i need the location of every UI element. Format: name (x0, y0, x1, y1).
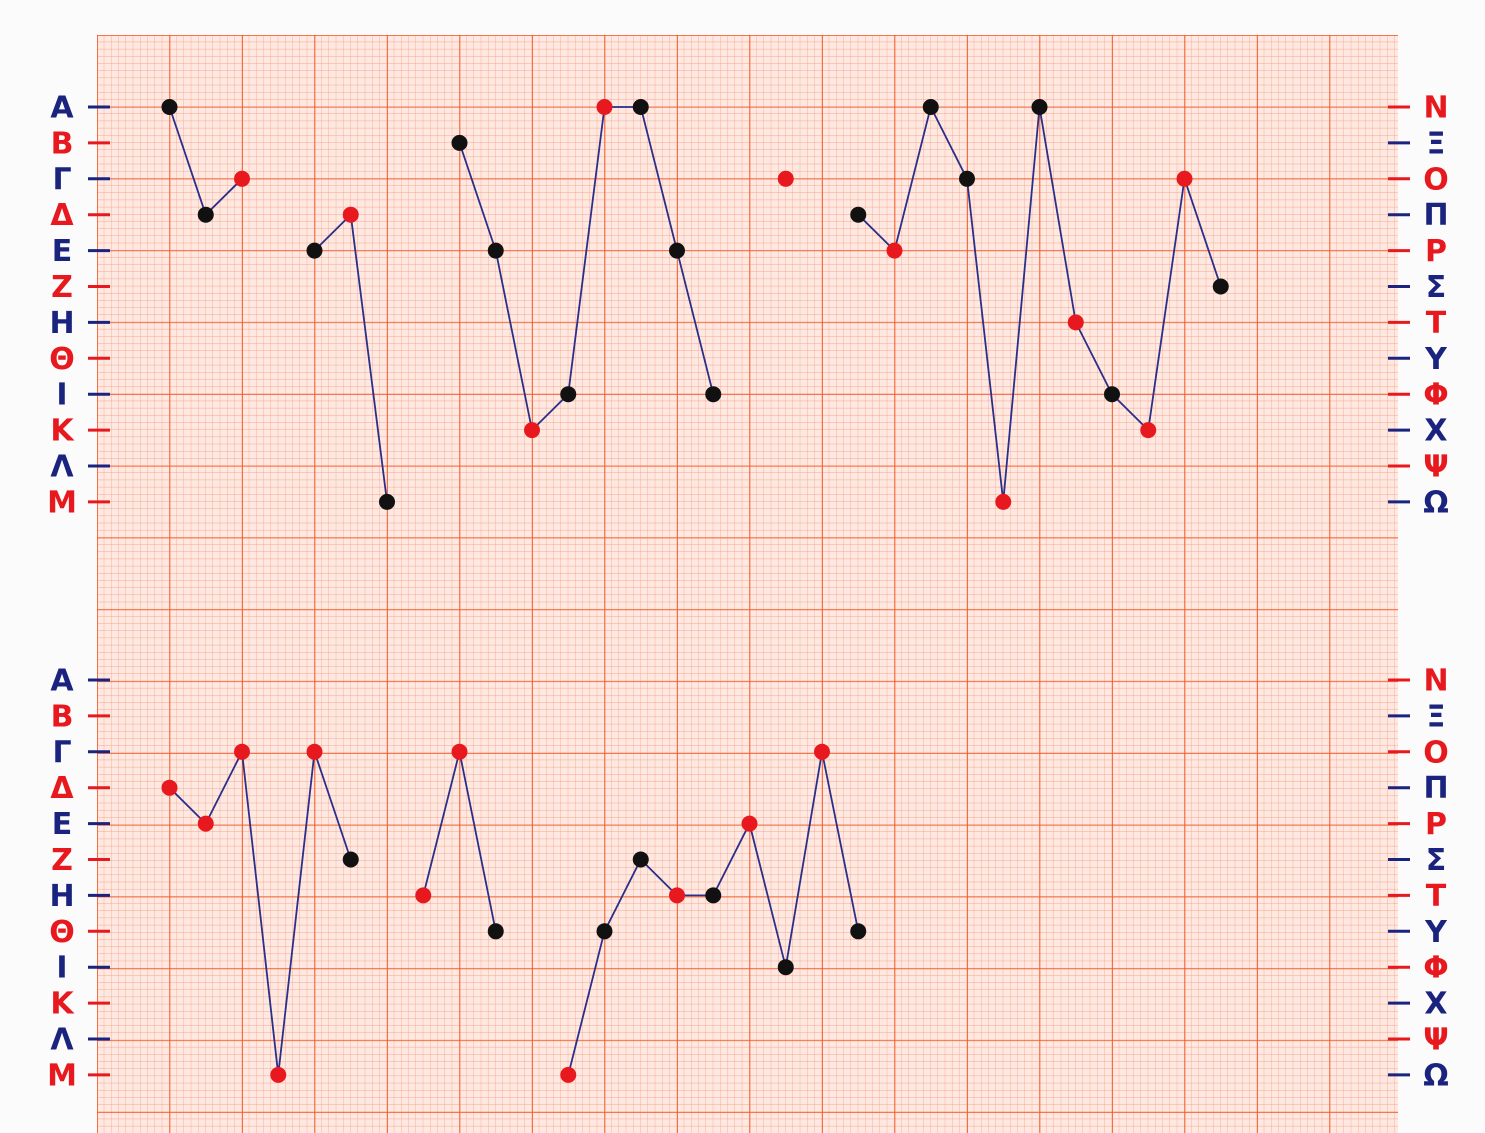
plot-point (560, 1067, 576, 1083)
plot-point (488, 243, 504, 259)
plot-point (633, 99, 649, 115)
right-label: Χ (1424, 987, 1447, 1022)
left-label: Μ (47, 1058, 77, 1093)
plot-point (778, 959, 794, 975)
plot-point (850, 207, 866, 223)
left-label: Ε (52, 807, 73, 842)
plot-point (633, 852, 649, 868)
plot-point (1177, 171, 1193, 187)
plot-point (669, 887, 685, 903)
left-label: Β (51, 699, 74, 734)
plot-point (705, 386, 721, 402)
left-label: Λ (50, 1023, 74, 1058)
plot-point (742, 816, 758, 832)
left-label: Δ (50, 198, 74, 233)
plot-point (307, 744, 323, 760)
plot-point (198, 207, 214, 223)
plot-point (198, 816, 214, 832)
left-label: Κ (50, 987, 75, 1022)
plot-point (560, 386, 576, 402)
plot-point (597, 923, 613, 939)
plot-point (1032, 99, 1048, 115)
left-label: Α (50, 664, 74, 699)
right-label: Σ (1426, 270, 1447, 305)
plot-point (162, 99, 178, 115)
plot-point (162, 780, 178, 796)
plot-point (778, 171, 794, 187)
left-label: Θ (49, 342, 75, 377)
left-label: Ι (56, 951, 67, 986)
left-label: Ζ (51, 270, 73, 305)
left-label: Θ (49, 915, 75, 950)
plot-point (995, 494, 1011, 510)
plot-point (669, 243, 685, 259)
plot-point (234, 744, 250, 760)
right-label: Σ (1426, 843, 1447, 878)
plot-point (307, 243, 323, 259)
plot-point (488, 923, 504, 939)
left-label: Β (51, 126, 74, 161)
plot-point (524, 422, 540, 438)
plot-point (705, 887, 721, 903)
plot-point (452, 135, 468, 151)
plot-point (1140, 422, 1156, 438)
right-label: Τ (1426, 306, 1447, 341)
left-label: Γ (52, 162, 71, 197)
left-label: Ι (56, 378, 67, 413)
plot-point (343, 207, 359, 223)
right-label: Υ (1424, 915, 1448, 950)
left-label: Μ (47, 485, 77, 520)
right-label: Ν (1423, 91, 1448, 126)
right-label: Χ (1424, 414, 1447, 449)
right-label: Ρ (1425, 234, 1447, 269)
plot-point (959, 171, 975, 187)
right-label: Υ (1424, 342, 1448, 377)
left-label: Γ (52, 735, 71, 770)
plot-point (814, 744, 830, 760)
plot-point (379, 494, 395, 510)
left-label: Ζ (51, 843, 73, 878)
left-label: Η (49, 306, 74, 341)
right-label: Π (1423, 198, 1448, 233)
left-label: Δ (50, 771, 74, 806)
right-label: Ν (1423, 664, 1448, 699)
left-label: Α (50, 91, 74, 126)
left-label: Λ (50, 450, 74, 485)
right-label: Ω (1423, 1058, 1449, 1093)
right-label: Ο (1423, 735, 1449, 770)
plot-point (1104, 386, 1120, 402)
right-label: Φ (1423, 378, 1449, 413)
graph-paper: ΑΒΓΔΕΖΗΘΙΚΛΜΝΞΟΠΡΣΤΥΦΧΨΩΑΒΓΔΕΖΗΘΙΚΛΜΝΞΟΠ… (0, 0, 1485, 1133)
left-label: Κ (50, 414, 75, 449)
right-label: Ω (1423, 485, 1449, 520)
plot-point (850, 923, 866, 939)
right-label: Τ (1426, 879, 1447, 914)
left-label: Ε (52, 234, 73, 269)
plot-point (234, 171, 250, 187)
plot-point (270, 1067, 286, 1083)
right-label: Ξ (1427, 126, 1446, 161)
right-label: Ξ (1427, 699, 1446, 734)
plot-point (1213, 279, 1229, 295)
right-label: Φ (1423, 951, 1449, 986)
plot-point (887, 243, 903, 259)
major-grid (97, 35, 1398, 1133)
right-label: Ψ (1423, 1023, 1449, 1058)
right-label: Ο (1423, 162, 1449, 197)
plot-point (343, 852, 359, 868)
plot-point (452, 744, 468, 760)
plot-point (923, 99, 939, 115)
right-label: Ψ (1423, 450, 1449, 485)
left-label: Η (49, 879, 74, 914)
plot-point (415, 887, 431, 903)
plot-point (1068, 314, 1084, 330)
right-label: Ρ (1425, 807, 1447, 842)
right-label: Π (1423, 771, 1448, 806)
plot-point (597, 99, 613, 115)
